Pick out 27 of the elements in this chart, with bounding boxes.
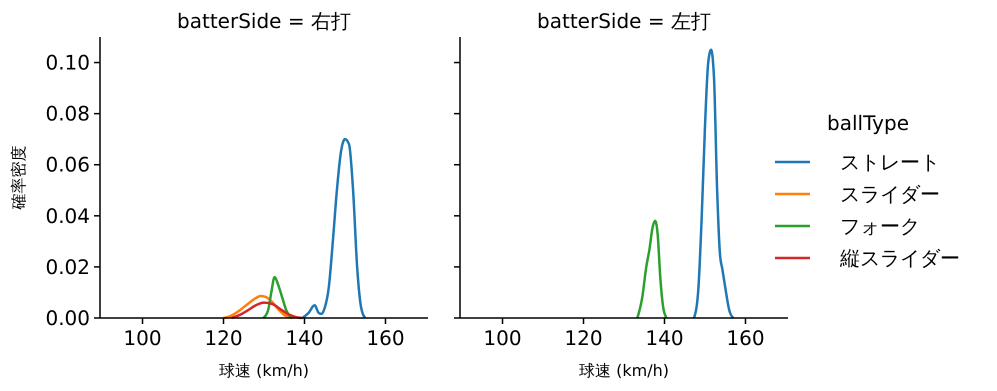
y-tick-label: 0.08 bbox=[45, 102, 90, 126]
y-tick-label: 0.06 bbox=[45, 152, 90, 177]
legend-label: 縦スライダー bbox=[839, 246, 960, 270]
y-tick-label: 0.04 bbox=[45, 204, 90, 228]
x-tick-label: 140 bbox=[645, 326, 684, 350]
x-tick-label: 140 bbox=[285, 326, 324, 350]
y-tick-label: 0.02 bbox=[45, 254, 90, 279]
legend-label: ストレート bbox=[840, 150, 940, 174]
chart-title: batterSide = 右打 bbox=[177, 9, 351, 33]
x-axis-title: 球速 (km/h) bbox=[219, 361, 309, 380]
legend-label: フォーク bbox=[840, 214, 920, 238]
x-tick-label: 120 bbox=[564, 326, 603, 350]
x-tick-label: 100 bbox=[123, 326, 162, 350]
y-tick-label: 0.10 bbox=[45, 50, 90, 75]
line-series bbox=[230, 301, 304, 320]
x-tick-label: 100 bbox=[483, 326, 522, 350]
line-series bbox=[301, 138, 366, 320]
x-tick-label: 160 bbox=[726, 326, 765, 350]
x-axis-title: 球速 (km/h) bbox=[579, 361, 669, 380]
x-tick-label: 120 bbox=[204, 326, 243, 350]
y-tick-label: 0.00 bbox=[45, 306, 90, 330]
chart-title: batterSide = 左打 bbox=[537, 9, 711, 33]
line-series bbox=[262, 276, 292, 320]
x-tick-label: 160 bbox=[366, 326, 405, 350]
y-axis-title: 確率密度 bbox=[9, 146, 28, 210]
legend-label: スライダー bbox=[840, 182, 940, 206]
legend-title: ballType bbox=[827, 111, 910, 135]
